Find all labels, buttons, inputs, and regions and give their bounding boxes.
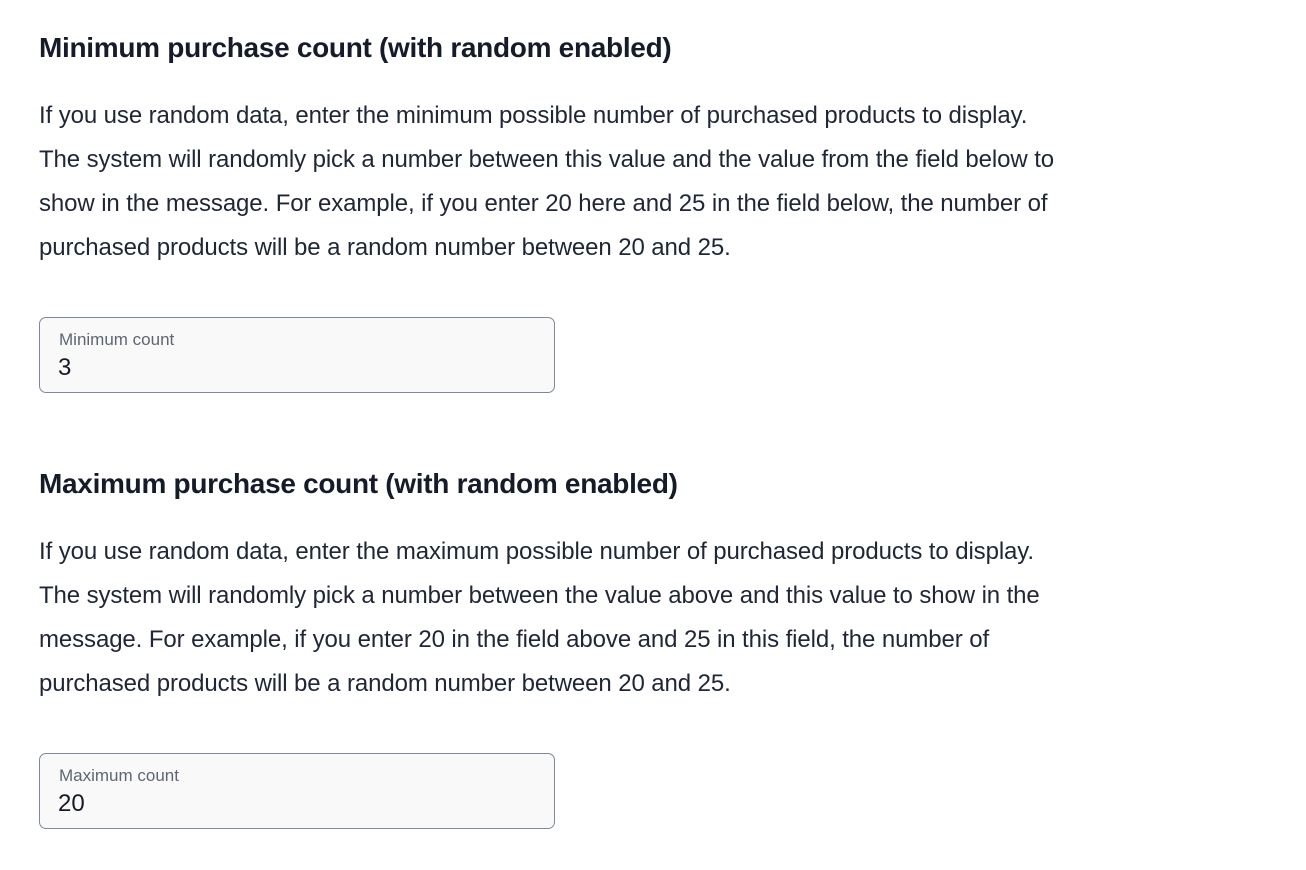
section-description: If you use random data, enter the minimu…	[39, 94, 1054, 270]
description-line: The system will randomly pick a number b…	[39, 582, 1040, 609]
maximum-count-input[interactable]	[58, 790, 528, 818]
field-label: Minimum count	[59, 330, 175, 349]
description-line: purchased products will be a random numb…	[39, 670, 731, 697]
minimum-count-field[interactable]: Minimum count	[39, 317, 555, 393]
description-line: If you use random data, enter the minimu…	[39, 102, 1028, 129]
field-label: Maximum count	[59, 766, 179, 785]
section-title: Minimum purchase count (with random enab…	[39, 32, 672, 63]
maximum-count-section: Maximum purchase count (with random enab…	[39, 462, 1040, 829]
maximum-count-field[interactable]: Maximum count	[39, 753, 555, 829]
description-line: message. For example, if you enter 20 in…	[39, 626, 990, 653]
description-line: purchased products will be a random numb…	[39, 234, 731, 261]
minimum-count-input[interactable]	[58, 354, 528, 382]
description-line: The system will randomly pick a number b…	[39, 146, 1055, 173]
description-line: show in the message. For example, if you…	[39, 190, 1048, 217]
minimum-count-section: Minimum purchase count (with random enab…	[39, 26, 1054, 393]
description-line: If you use random data, enter the maximu…	[39, 538, 1034, 565]
section-title: Maximum purchase count (with random enab…	[39, 468, 678, 499]
section-description: If you use random data, enter the maximu…	[39, 530, 1040, 706]
